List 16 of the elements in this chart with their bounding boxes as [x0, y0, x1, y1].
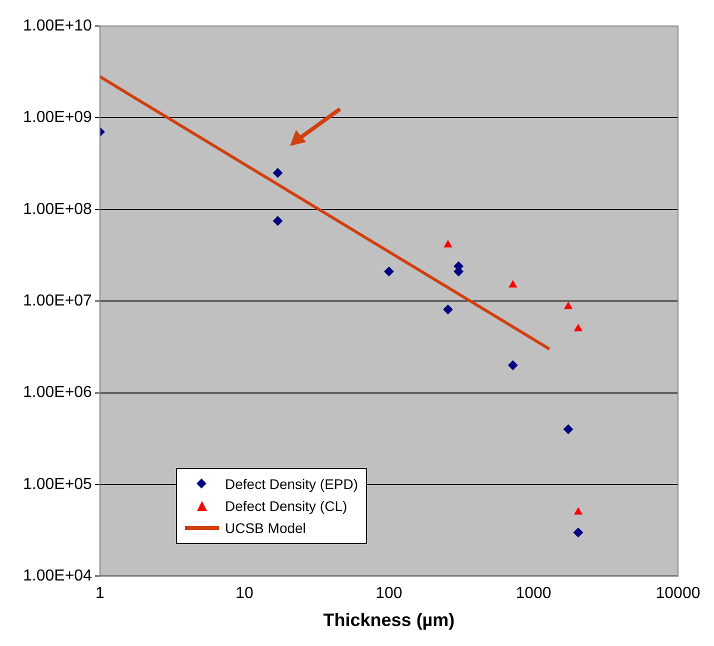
y-tick-label: 1.00E+08: [23, 200, 92, 218]
legend-label: Defect Density (CL): [225, 498, 348, 514]
x-tick-label: 10: [236, 585, 254, 602]
y-tick-label: 1.00E+09: [23, 109, 92, 126]
y-tick-label: 1.00E+05: [23, 476, 92, 493]
x-tick-label: 1000: [516, 585, 552, 602]
y-tick-label: 1.00E+06: [23, 384, 92, 402]
x-tick-label: 100: [376, 585, 402, 602]
legend-label: Defect Density (EPD): [225, 476, 358, 492]
legend-label: UCSB Model: [225, 520, 306, 536]
x-axis-title: Thickness (µm): [323, 610, 455, 630]
x-tick-label: 10000: [656, 585, 700, 602]
y-tick-label: 1.00E+04: [23, 568, 92, 585]
y-tick-label: 1.00E+10: [23, 17, 92, 34]
x-tick-label: 1: [96, 585, 104, 602]
y-tick-label: 1.00E+07: [23, 292, 92, 310]
